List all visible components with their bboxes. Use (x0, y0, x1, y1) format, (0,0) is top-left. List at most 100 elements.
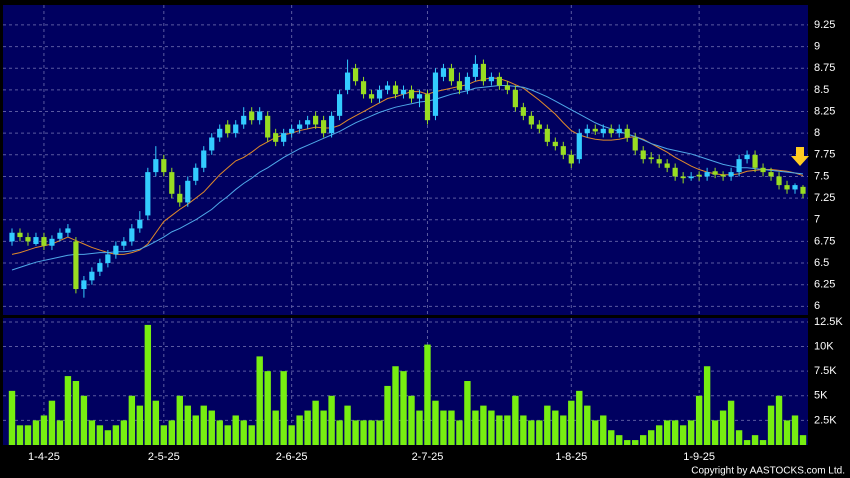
volume-bar (48, 400, 56, 445)
volume-bar (216, 420, 223, 445)
volume-bar (288, 425, 295, 445)
candle-body (528, 115, 534, 125)
y-tick-label: 6 (814, 300, 820, 312)
volume-bar (695, 395, 703, 445)
candle-body (448, 68, 455, 82)
volume-bar (64, 376, 72, 445)
candle-body (209, 137, 215, 151)
candle-body (600, 128, 606, 134)
candle-body (496, 76, 502, 86)
volume-bar (8, 390, 16, 445)
candle-body (161, 159, 167, 173)
volume-tick-label: 10K (814, 340, 834, 352)
volume-bar (168, 420, 175, 445)
y-tick-label: 8.5 (814, 84, 829, 96)
candle-body (432, 72, 439, 116)
candle-body (225, 124, 231, 134)
volume-bar (520, 415, 527, 445)
candle-body (744, 154, 750, 160)
volume-bar (616, 435, 623, 445)
candle-body (137, 219, 143, 229)
volume-bar (536, 420, 543, 445)
volume-bar (687, 420, 695, 445)
volume-bar (783, 420, 791, 445)
volume-bar (560, 415, 567, 445)
volume-bar (512, 395, 519, 445)
volume-bar (640, 435, 647, 445)
volume-bar (456, 420, 463, 445)
candle-body (9, 232, 15, 242)
volume-tick-label: 12.5K (814, 316, 843, 328)
candle-body (297, 124, 303, 129)
candle-body (680, 176, 686, 179)
candle-body (400, 89, 407, 95)
candle-body (704, 172, 710, 177)
x-tick-label: 1-4-25 (28, 451, 60, 463)
volume-bar (184, 405, 191, 445)
volume-bar (544, 405, 551, 445)
volume-bar (144, 324, 152, 445)
volume-bar (384, 385, 391, 445)
candle-body (376, 89, 383, 99)
volume-bar (232, 415, 239, 445)
candle-body (624, 128, 630, 138)
x-tick-label: 1-8-25 (555, 451, 587, 463)
moving-average-line (11, 85, 804, 271)
candle-body (177, 193, 183, 203)
candle-body (352, 68, 359, 82)
candle-body (544, 128, 550, 142)
volume-bar (600, 415, 607, 445)
candle-body (560, 146, 566, 155)
volume-bar (208, 410, 215, 445)
y-tick-label: 9 (814, 40, 820, 52)
volume-bar (416, 410, 423, 445)
candle-body (752, 154, 758, 168)
candle-body (736, 159, 742, 173)
candle-body (273, 133, 279, 142)
candle-body (592, 128, 598, 132)
x-tick-label: 1-9-25 (683, 451, 715, 463)
volume-bar (24, 425, 32, 445)
volume-bar (240, 420, 247, 445)
candle-body (520, 107, 526, 116)
volume-bar (647, 430, 655, 445)
volume-bar (32, 420, 40, 445)
candle-body (145, 172, 151, 216)
candle-body (616, 128, 622, 134)
volume-bar (440, 410, 447, 445)
volume-bar (464, 381, 471, 445)
volume-bar (743, 440, 751, 445)
candle-body (456, 81, 463, 90)
volume-bar (160, 425, 168, 445)
x-tick-label: 2-7-25 (412, 451, 444, 463)
candle-body (321, 120, 327, 134)
candle-body (672, 167, 678, 177)
volume-bar (248, 425, 255, 445)
volume-bar (472, 410, 479, 445)
candle-body (784, 185, 790, 190)
volume-bar (176, 395, 183, 445)
volume-bar (679, 425, 687, 445)
candle-body (289, 128, 295, 134)
volume-bar (272, 410, 279, 445)
volume-bar (608, 430, 615, 445)
volume-bar (312, 400, 319, 445)
y-tick-label: 8.25 (814, 105, 835, 117)
volume-bar (632, 440, 639, 445)
candle-body (664, 163, 670, 168)
y-tick-label: 8.75 (814, 62, 835, 74)
y-tick-label: 7 (814, 214, 820, 226)
copyright: Copyright by AASTOCKS.com Ltd. (691, 466, 845, 477)
candle-body (408, 89, 415, 99)
candle-body (265, 115, 271, 138)
candle-body (792, 185, 798, 190)
volume-bar (799, 435, 807, 445)
candle-body (504, 85, 510, 90)
candle-body (416, 94, 423, 99)
volume-bar (280, 371, 287, 445)
volume-bar (488, 410, 495, 445)
volume-bar (368, 420, 375, 445)
volume-bar (727, 400, 735, 445)
candle-body (121, 241, 127, 246)
candle-body (360, 81, 367, 95)
